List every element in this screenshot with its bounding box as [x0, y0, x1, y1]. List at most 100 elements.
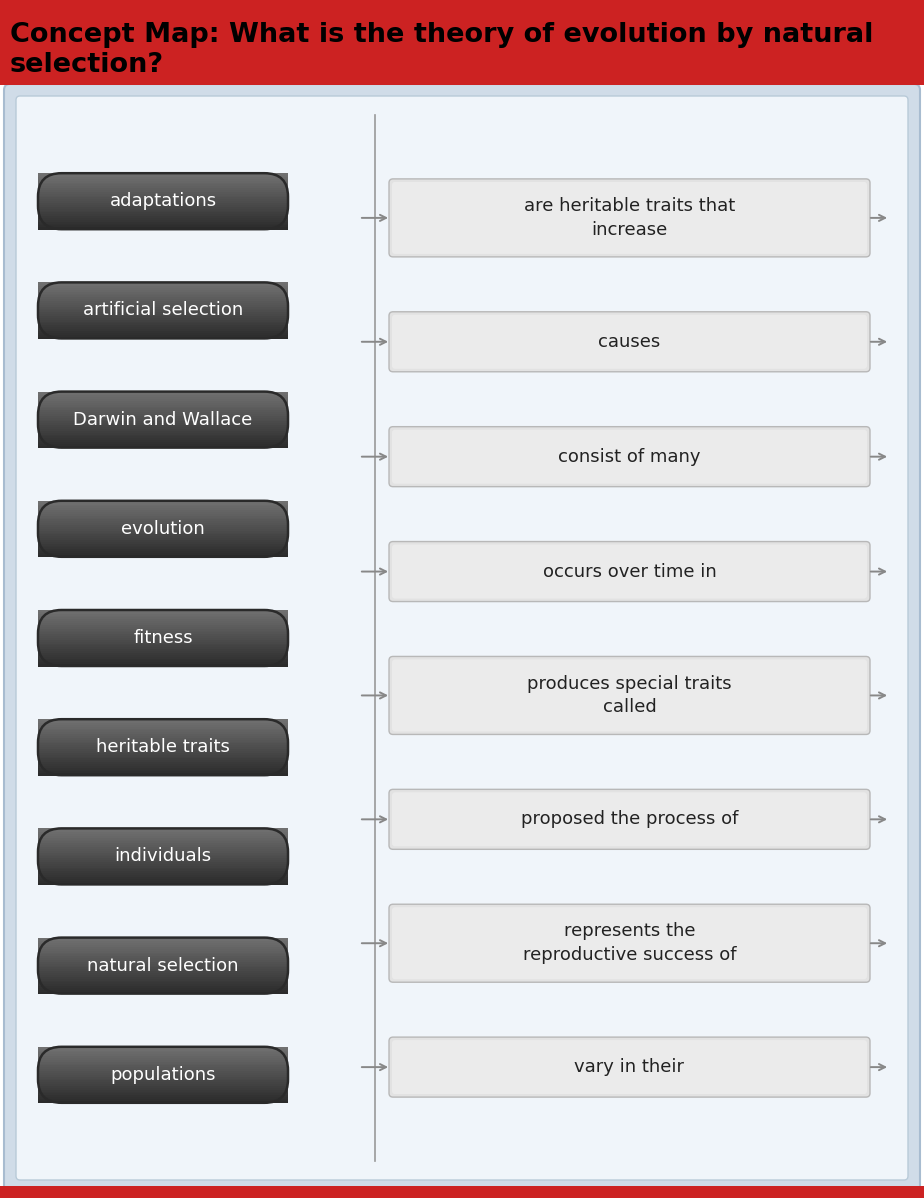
Bar: [38, 331, 288, 333]
Text: causes: causes: [599, 333, 661, 351]
Bar: [38, 431, 288, 434]
Bar: [38, 1101, 288, 1103]
Bar: [38, 508, 288, 510]
Bar: [38, 841, 288, 843]
Bar: [38, 429, 288, 431]
Bar: [38, 840, 288, 842]
Bar: [38, 634, 288, 636]
Bar: [38, 617, 288, 619]
FancyBboxPatch shape: [392, 182, 867, 254]
Bar: [38, 643, 288, 646]
Bar: [38, 966, 288, 968]
Bar: [38, 432, 288, 435]
Bar: [38, 337, 288, 339]
Bar: [38, 514, 288, 516]
Bar: [38, 1091, 288, 1094]
Bar: [38, 938, 288, 940]
Bar: [38, 292, 288, 294]
Text: Darwin and Wallace: Darwin and Wallace: [73, 411, 252, 429]
Bar: [0, 1186, 924, 1198]
Bar: [38, 630, 288, 633]
Bar: [38, 622, 288, 624]
Bar: [38, 175, 288, 177]
Bar: [38, 1071, 288, 1073]
Bar: [38, 768, 288, 770]
Bar: [38, 755, 288, 757]
Bar: [38, 945, 288, 948]
Bar: [38, 846, 288, 847]
Bar: [38, 426, 288, 429]
Bar: [38, 956, 288, 958]
Bar: [38, 843, 288, 846]
Bar: [38, 218, 288, 220]
Bar: [38, 541, 288, 544]
Bar: [38, 857, 288, 859]
FancyBboxPatch shape: [392, 430, 867, 484]
Bar: [38, 873, 288, 876]
Bar: [38, 761, 288, 763]
Bar: [38, 198, 288, 200]
Bar: [38, 752, 288, 755]
Bar: [38, 307, 288, 309]
Text: Concept Map: What is the theory of evolution by natural: Concept Map: What is the theory of evolu…: [10, 22, 873, 48]
Bar: [38, 418, 288, 420]
Bar: [38, 436, 288, 438]
Bar: [38, 847, 288, 849]
Bar: [38, 179, 288, 181]
Bar: [38, 828, 288, 830]
Bar: [38, 329, 288, 332]
Bar: [38, 734, 288, 737]
Bar: [38, 512, 288, 514]
Bar: [38, 1075, 288, 1077]
FancyBboxPatch shape: [392, 545, 867, 599]
Bar: [38, 972, 288, 974]
Bar: [38, 769, 288, 772]
Bar: [38, 756, 288, 758]
Bar: [38, 320, 288, 322]
Bar: [38, 222, 288, 224]
Bar: [38, 980, 288, 982]
Bar: [38, 837, 288, 840]
Bar: [38, 403, 288, 405]
Bar: [38, 286, 288, 289]
Text: represents the
reproductive success of: represents the reproductive success of: [523, 922, 736, 964]
Bar: [38, 860, 288, 863]
Bar: [38, 212, 288, 214]
Bar: [38, 415, 288, 417]
Text: selection?: selection?: [10, 52, 164, 78]
Bar: [38, 988, 288, 991]
Bar: [38, 515, 288, 518]
Bar: [38, 612, 288, 615]
Bar: [38, 504, 288, 507]
Bar: [38, 393, 288, 395]
Bar: [38, 660, 288, 662]
Bar: [38, 182, 288, 184]
Bar: [38, 303, 288, 305]
Bar: [38, 739, 288, 742]
Bar: [38, 297, 288, 300]
Bar: [38, 442, 288, 444]
Bar: [38, 864, 288, 866]
Bar: [38, 849, 288, 852]
Bar: [38, 1060, 288, 1063]
Bar: [38, 409, 288, 411]
Text: evolution: evolution: [121, 520, 205, 538]
Bar: [38, 228, 288, 230]
Bar: [38, 866, 288, 869]
Bar: [38, 871, 288, 873]
Bar: [38, 960, 288, 962]
Bar: [38, 1082, 288, 1084]
Bar: [38, 181, 288, 183]
Bar: [38, 762, 288, 764]
Bar: [38, 722, 288, 725]
Bar: [38, 870, 288, 872]
FancyBboxPatch shape: [389, 1037, 870, 1097]
Bar: [38, 830, 288, 833]
Bar: [38, 204, 288, 205]
Bar: [38, 225, 288, 228]
Bar: [38, 528, 288, 531]
Bar: [38, 545, 288, 547]
Bar: [38, 1097, 288, 1100]
Bar: [38, 664, 288, 666]
Bar: [38, 738, 288, 740]
